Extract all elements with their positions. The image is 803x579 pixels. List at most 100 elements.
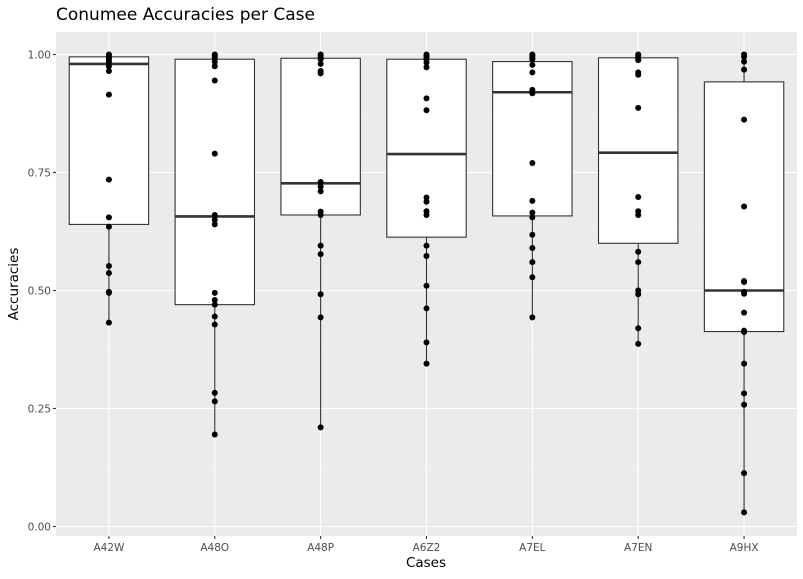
data-point xyxy=(317,242,324,249)
data-point xyxy=(211,296,218,303)
data-point xyxy=(741,116,748,123)
data-point xyxy=(529,314,536,321)
x-tick-label: A6Z2 xyxy=(413,542,441,554)
data-point xyxy=(423,194,430,201)
data-point xyxy=(635,211,642,218)
y-tick-label: 1.00 xyxy=(28,50,51,62)
data-point xyxy=(211,63,218,70)
data-point xyxy=(741,401,748,408)
data-point xyxy=(105,223,112,230)
data-point xyxy=(105,214,112,221)
data-point xyxy=(741,360,748,367)
data-point xyxy=(423,339,430,346)
boxes-layer xyxy=(68,54,785,513)
data-point xyxy=(105,262,112,269)
data-point xyxy=(741,66,748,73)
data-point xyxy=(317,424,324,431)
data-point xyxy=(529,245,536,252)
x-tick-label: A42W xyxy=(93,542,125,554)
x-tick-label: A48O xyxy=(200,542,229,554)
data-point xyxy=(211,398,218,405)
data-point xyxy=(105,58,112,65)
data-point xyxy=(105,68,112,75)
data-point xyxy=(635,194,642,201)
data-point xyxy=(529,160,536,167)
data-point xyxy=(211,301,218,308)
data-point xyxy=(317,291,324,298)
data-point xyxy=(317,314,324,321)
x-tick-label: A9HX xyxy=(730,542,759,554)
chart-title: Conumee Accuracies per Case xyxy=(56,5,315,25)
data-point xyxy=(635,104,642,111)
data-point xyxy=(529,259,536,266)
data-point xyxy=(423,95,430,102)
data-point xyxy=(529,90,536,97)
data-point xyxy=(423,282,430,289)
data-point xyxy=(211,211,218,218)
data-point xyxy=(105,270,112,277)
data-point xyxy=(741,509,748,516)
y-tick-label: 0.50 xyxy=(28,286,51,298)
y-tick-label: 0.75 xyxy=(28,168,51,180)
data-point xyxy=(317,60,324,67)
data-point xyxy=(105,289,112,296)
data-point xyxy=(211,58,218,65)
y-axis-title: Accuracies xyxy=(6,248,22,321)
data-point xyxy=(423,211,430,218)
data-point xyxy=(529,274,536,281)
data-point xyxy=(317,251,324,258)
data-point xyxy=(529,197,536,204)
data-point xyxy=(741,203,748,210)
box-A48O xyxy=(174,58,256,306)
data-point xyxy=(423,305,430,312)
data-point xyxy=(211,389,218,396)
data-point xyxy=(317,211,324,218)
data-point xyxy=(211,150,218,157)
data-point xyxy=(105,319,112,326)
data-point xyxy=(529,231,536,238)
y-tick-label: 0.25 xyxy=(28,404,51,416)
data-point xyxy=(105,176,112,183)
x-tick-label: A7EL xyxy=(519,542,545,554)
data-point xyxy=(423,107,430,114)
data-point xyxy=(211,77,218,84)
data-point xyxy=(741,58,748,65)
data-point xyxy=(423,64,430,71)
points-layer xyxy=(105,51,748,516)
box-A7EL xyxy=(492,61,573,217)
data-point xyxy=(529,61,536,68)
data-point xyxy=(529,214,536,221)
data-point xyxy=(423,242,430,249)
data-point xyxy=(741,470,748,477)
data-point xyxy=(317,183,324,190)
data-point xyxy=(529,56,536,63)
data-point xyxy=(423,253,430,260)
data-point xyxy=(741,390,748,397)
data-point xyxy=(529,209,536,216)
data-point xyxy=(635,259,642,266)
data-point xyxy=(529,69,536,76)
data-point xyxy=(317,188,324,195)
y-tick-label: 0.00 xyxy=(28,522,51,534)
data-point xyxy=(211,216,218,223)
data-point xyxy=(105,91,112,98)
data-point xyxy=(635,248,642,255)
data-point xyxy=(211,321,218,328)
data-point xyxy=(741,290,748,297)
data-point xyxy=(105,63,112,70)
data-point xyxy=(741,329,748,336)
x-tick-label: A48P xyxy=(307,542,334,554)
data-point xyxy=(741,53,748,60)
data-point xyxy=(211,289,218,296)
data-point xyxy=(635,57,642,64)
x-axis-title: Cases xyxy=(406,555,446,571)
data-point xyxy=(423,198,430,205)
data-point xyxy=(635,291,642,298)
data-point xyxy=(211,431,218,438)
data-point xyxy=(635,340,642,347)
data-point xyxy=(423,360,430,367)
box-A42W xyxy=(68,56,150,225)
data-point xyxy=(635,325,642,332)
data-point xyxy=(317,178,324,185)
